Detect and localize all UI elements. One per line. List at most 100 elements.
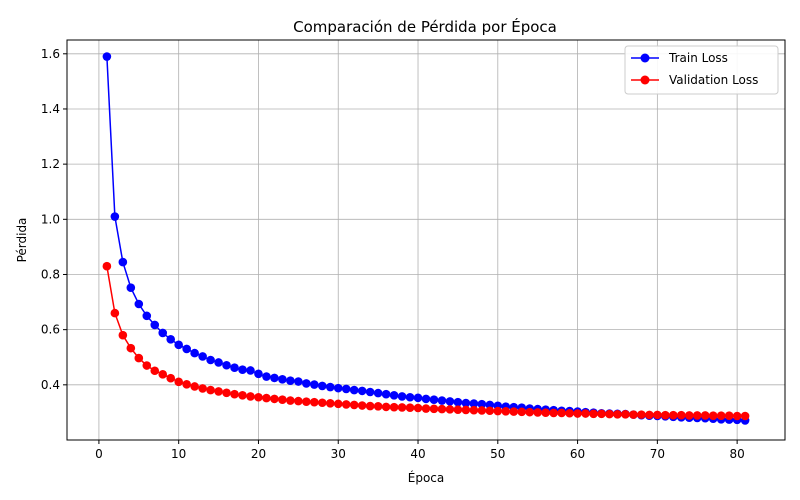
data-point-validation-loss — [126, 343, 136, 353]
data-point-train-loss — [421, 394, 431, 404]
y-tick-label: 1.6 — [41, 47, 60, 61]
data-point-validation-loss — [597, 409, 606, 419]
data-point-validation-loss — [661, 410, 670, 420]
data-point-validation-loss — [182, 379, 191, 389]
data-point-validation-loss — [421, 404, 431, 413]
data-point-validation-loss — [557, 408, 566, 418]
legend-label-validation: Validation Loss — [669, 73, 758, 87]
y-tick-label: 1.4 — [41, 102, 60, 116]
data-point-validation-loss — [317, 398, 327, 408]
legend-box — [624, 45, 779, 95]
data-point-validation-loss — [525, 407, 535, 417]
series-train-loss — [102, 52, 750, 425]
data-point-train-loss — [294, 377, 303, 386]
data-point-validation-loss — [629, 410, 638, 419]
data-point-validation-loss — [565, 408, 574, 418]
data-point-train-loss — [461, 398, 471, 408]
data-point-validation-loss — [341, 400, 351, 409]
data-point-validation-loss — [206, 385, 215, 395]
data-point-train-loss — [381, 389, 391, 399]
data-point-validation-loss — [302, 397, 311, 406]
data-point-train-loss — [190, 348, 199, 358]
y-tick-label: 1.0 — [41, 212, 60, 226]
data-point-validation-loss — [110, 308, 120, 318]
y-axis-label: Pérdida — [15, 218, 29, 263]
data-point-validation-loss — [509, 407, 519, 416]
data-point-validation-loss — [549, 408, 558, 418]
data-point-train-loss — [365, 387, 375, 397]
data-point-validation-loss — [174, 377, 183, 387]
data-point-train-loss — [469, 399, 479, 408]
data-point-validation-loss — [158, 370, 168, 379]
data-point-validation-loss — [724, 411, 734, 421]
data-point-train-loss — [166, 335, 176, 344]
data-point-validation-loss — [653, 410, 662, 420]
legend-marker-validation — [640, 75, 650, 85]
data-point-validation-loss — [700, 411, 710, 420]
data-point-validation-loss — [645, 410, 654, 420]
data-point-validation-loss — [437, 404, 447, 414]
grid — [67, 40, 785, 440]
data-point-validation-loss — [573, 409, 582, 418]
series-line-validation-loss — [106, 266, 746, 417]
data-point-train-loss — [453, 397, 463, 407]
data-point-train-loss — [278, 375, 287, 384]
data-point-train-loss — [397, 392, 407, 401]
ticks: 0 10 20 30 40 50 60 70 80 0.4 0.6 0.8 1.0 1.2 1.4 1.6 — [41, 47, 745, 461]
x-tick-label: 40 — [410, 447, 425, 461]
data-point-train-loss — [134, 299, 144, 309]
data-point-validation-loss — [278, 395, 287, 405]
data-point-validation-loss — [740, 411, 750, 421]
data-point-train-loss — [230, 363, 239, 373]
data-point-validation-loss — [405, 403, 415, 413]
data-point-train-loss — [302, 379, 311, 388]
data-point-validation-loss — [469, 405, 479, 415]
data-point-validation-loss — [134, 353, 144, 363]
data-point-train-loss — [437, 396, 447, 405]
legend: Train Loss Validation Loss — [624, 45, 779, 95]
data-point-train-loss — [341, 384, 351, 394]
data-point-validation-loss — [365, 401, 375, 411]
y-tick-label: 0.6 — [41, 323, 60, 337]
data-point-validation-loss — [270, 394, 279, 404]
data-point-validation-loss — [621, 410, 630, 419]
data-point-train-loss — [238, 365, 247, 374]
data-point-train-loss — [413, 393, 423, 403]
data-point-train-loss — [333, 383, 343, 393]
x-tick-label: 20 — [251, 447, 266, 461]
data-point-train-loss — [286, 376, 295, 385]
data-point-train-loss — [182, 344, 191, 354]
data-point-validation-loss — [708, 411, 718, 421]
data-point-train-loss — [214, 358, 223, 367]
data-point-validation-loss — [389, 402, 399, 412]
data-point-train-loss — [110, 212, 120, 221]
x-tick-label: 10 — [171, 447, 186, 461]
data-point-validation-loss — [732, 411, 742, 421]
x-tick-label: 30 — [331, 447, 346, 461]
series-layer — [102, 52, 750, 425]
data-point-validation-loss — [669, 410, 678, 420]
data-point-validation-loss — [150, 366, 160, 376]
data-point-train-loss — [246, 366, 255, 375]
data-point-validation-loss — [230, 389, 239, 399]
x-tick-label: 50 — [490, 447, 505, 461]
data-point-train-loss — [254, 369, 263, 379]
data-point-train-loss — [477, 399, 487, 409]
data-point-train-loss — [445, 397, 455, 406]
data-point-validation-loss — [238, 391, 247, 400]
data-point-train-loss — [222, 360, 231, 370]
data-point-validation-loss — [310, 397, 319, 407]
data-point-validation-loss — [381, 402, 391, 412]
data-point-validation-loss — [286, 396, 295, 405]
plot-frame — [66, 39, 786, 441]
data-point-train-loss — [198, 352, 207, 361]
chart-title: Comparación de Pérdida por Época — [293, 17, 557, 36]
y-tick-label: 0.8 — [41, 267, 60, 281]
data-point-validation-loss — [637, 410, 646, 419]
data-point-validation-loss — [102, 261, 112, 271]
data-point-validation-loss — [166, 373, 176, 383]
data-point-train-loss — [158, 328, 168, 338]
data-point-validation-loss — [605, 409, 614, 419]
data-point-train-loss — [429, 395, 439, 405]
series-validation-loss — [102, 261, 750, 421]
